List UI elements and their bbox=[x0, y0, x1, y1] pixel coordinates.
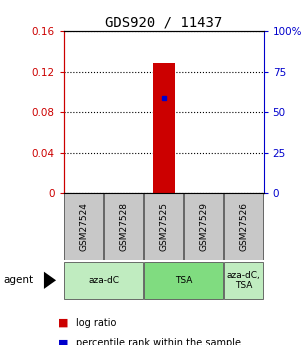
Polygon shape bbox=[44, 272, 56, 289]
Text: log ratio: log ratio bbox=[76, 318, 116, 327]
Text: agent: agent bbox=[3, 275, 33, 285]
Text: aza-dC: aza-dC bbox=[88, 276, 119, 285]
Bar bbox=[64, 193, 103, 260]
Text: percentile rank within the sample: percentile rank within the sample bbox=[76, 338, 241, 345]
Text: TSA: TSA bbox=[175, 276, 192, 285]
Bar bbox=[104, 193, 143, 260]
Bar bbox=[224, 262, 263, 298]
Text: GSM27528: GSM27528 bbox=[119, 202, 128, 252]
Bar bbox=[144, 262, 223, 298]
Bar bbox=[153, 63, 175, 193]
Text: aza-dC,
TSA: aza-dC, TSA bbox=[227, 270, 261, 290]
Title: GDS920 / 11437: GDS920 / 11437 bbox=[105, 16, 222, 30]
Text: GSM27529: GSM27529 bbox=[199, 202, 208, 252]
Bar bbox=[144, 193, 183, 260]
Bar bbox=[184, 193, 223, 260]
Text: GSM27524: GSM27524 bbox=[79, 203, 88, 251]
Bar bbox=[224, 193, 263, 260]
Text: GSM27525: GSM27525 bbox=[159, 202, 168, 252]
Text: ■: ■ bbox=[58, 338, 68, 345]
Text: GSM27526: GSM27526 bbox=[239, 202, 248, 252]
Text: ■: ■ bbox=[58, 318, 68, 327]
Bar bbox=[64, 262, 143, 298]
